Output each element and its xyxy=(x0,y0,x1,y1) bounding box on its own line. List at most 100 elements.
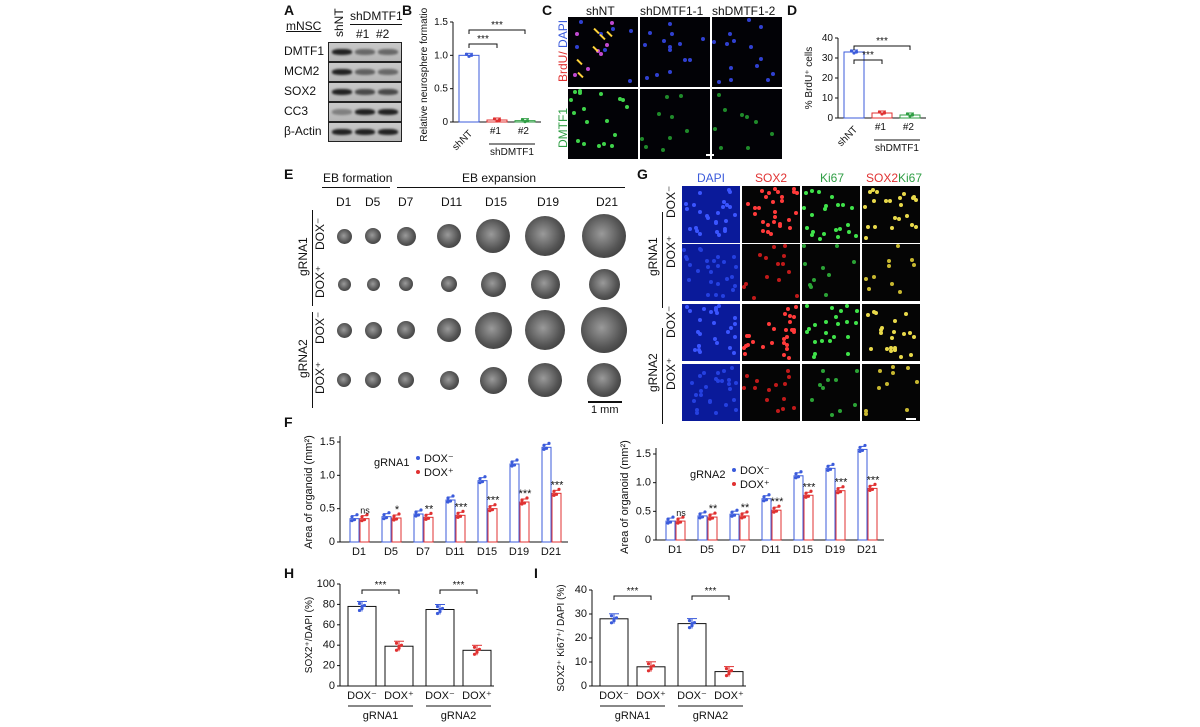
cell-dot xyxy=(688,309,692,313)
data-point xyxy=(429,511,433,515)
embryoid-body xyxy=(396,226,416,246)
cell-dot xyxy=(728,32,732,36)
cell-dot xyxy=(788,226,792,230)
bar xyxy=(458,54,480,123)
data-point xyxy=(424,513,428,517)
cell-dot xyxy=(746,202,750,206)
cell-dot xyxy=(698,232,702,236)
cell-dot xyxy=(745,334,749,338)
y-axis-label: Area of organoid (mm²) xyxy=(303,435,315,549)
cell-dot xyxy=(723,108,727,112)
data-point xyxy=(552,493,556,497)
cell-dot xyxy=(709,270,713,274)
arrow-marker xyxy=(577,71,584,79)
cell-dot xyxy=(712,259,716,263)
cell-dot xyxy=(733,316,737,320)
cell-dot xyxy=(733,213,737,217)
micrograph-tile xyxy=(682,304,740,361)
cell-dot xyxy=(573,90,577,94)
cell-dot xyxy=(771,72,775,76)
cell-dot xyxy=(776,409,780,413)
cell-dot xyxy=(852,260,856,264)
micrograph-tile xyxy=(802,244,860,301)
y-tick-label: 10 xyxy=(575,656,587,668)
cell-dot xyxy=(743,352,747,356)
cell-dot xyxy=(715,230,719,234)
cell-dot xyxy=(576,139,580,143)
cell-dot xyxy=(893,346,897,350)
cell-dot xyxy=(716,211,720,215)
cell-dot xyxy=(778,224,782,228)
cell-dot xyxy=(854,321,858,325)
cell-dot xyxy=(690,381,694,385)
cell-dot xyxy=(732,39,736,43)
cell-dot xyxy=(824,331,828,335)
data-point xyxy=(392,514,396,518)
cell-dot xyxy=(605,43,609,47)
data-point xyxy=(703,510,707,514)
cell-dot xyxy=(786,369,790,373)
cell-dot xyxy=(885,347,889,351)
cell-dot xyxy=(783,382,787,386)
bar xyxy=(739,515,750,541)
cell-dot xyxy=(727,378,731,382)
y-tick-label: 20 xyxy=(822,73,834,84)
legend-marker xyxy=(416,470,420,474)
cell-dot xyxy=(714,306,718,310)
legend-title: gRNA2 xyxy=(690,469,725,481)
cell-dot xyxy=(824,204,828,208)
cell-dot xyxy=(761,220,765,224)
data-point xyxy=(614,616,619,620)
cell-dot xyxy=(716,255,720,259)
blot-band xyxy=(332,89,352,95)
data-point xyxy=(456,511,460,515)
cell-dot xyxy=(828,339,832,343)
blot-band xyxy=(332,49,352,55)
micrograph-tile xyxy=(862,304,920,361)
cell-dot xyxy=(818,237,822,241)
sig-label: *** xyxy=(803,481,817,493)
cell-dot xyxy=(729,66,733,70)
x-tick-label: #2 xyxy=(903,122,915,133)
lane-group-line xyxy=(350,24,402,25)
cell-dot xyxy=(788,314,792,318)
embryoid-body xyxy=(366,277,380,291)
cell-dot xyxy=(694,226,698,230)
data-point xyxy=(480,480,485,484)
micrograph-tile xyxy=(640,89,710,159)
cell-dot xyxy=(794,305,798,309)
cell-dot xyxy=(782,254,786,258)
sig-1-sig: *** xyxy=(453,580,465,591)
cell-dot xyxy=(644,145,648,149)
row-cond-label: DOX⁺ xyxy=(664,357,678,390)
cell-dot xyxy=(776,190,780,194)
micrograph-tile xyxy=(712,17,782,87)
bar xyxy=(359,518,370,543)
data-point xyxy=(863,443,867,448)
cell-dot xyxy=(692,399,696,403)
cell-dot xyxy=(687,278,691,282)
blot-label: SOX2 xyxy=(284,84,317,98)
data-point xyxy=(357,608,362,613)
data-point xyxy=(646,669,651,673)
embryoid-body xyxy=(530,269,560,299)
bar xyxy=(462,649,492,687)
data-point xyxy=(414,510,418,514)
cell-dot xyxy=(685,129,689,133)
cell-dot xyxy=(915,380,919,384)
cell-dot xyxy=(772,220,776,224)
sig-label: ** xyxy=(425,503,434,515)
cell-dot xyxy=(787,218,791,222)
chart-f-grna2: 0 0.5 1.0 1.5 Area of organoid (mm²) D1 ns D5 **… xyxy=(619,440,884,556)
data-point xyxy=(724,674,729,678)
sig-label: *** xyxy=(487,495,501,507)
data-point xyxy=(777,504,781,508)
data-point xyxy=(666,521,670,525)
col-label-shnt: shNT xyxy=(586,4,615,18)
cell-dot xyxy=(846,335,850,339)
cell-dot xyxy=(720,379,724,383)
cell-dot xyxy=(699,389,703,393)
cell-dot xyxy=(613,133,617,137)
arrow-marker xyxy=(599,33,606,41)
cell-dot xyxy=(625,105,629,109)
